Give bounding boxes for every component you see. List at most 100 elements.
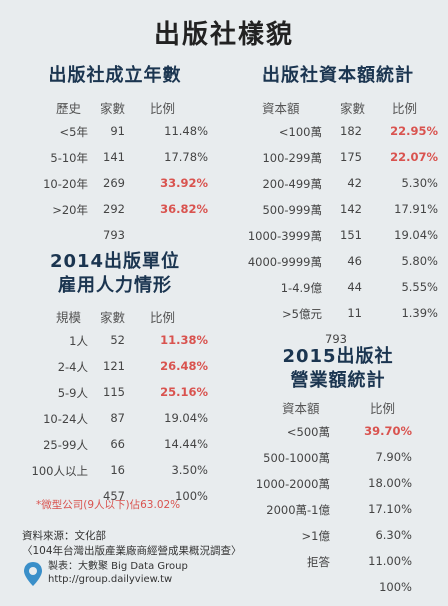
row-count: 66 [110,437,125,451]
table-row: 500-999萬 142 17.91% [232,202,442,228]
row-count: 44 [347,280,362,294]
table-row: 5-10年 141 17.78% [20,150,210,176]
table-row: 2000萬-1億 17.10% [232,502,442,528]
row-percent: 6.30% [375,528,412,542]
column-header: 家數 [100,310,126,325]
row-count: 87 [110,411,125,425]
column-header: 家數 [340,101,366,116]
row-count: 292 [103,202,125,216]
row-label: >5億元 [282,307,322,321]
row-count: 142 [340,202,362,216]
total-count: 793 [103,228,125,242]
table-row: >1億 6.30% [232,528,442,554]
row-percent: 26.48% [160,359,208,373]
row-count: 269 [103,176,125,190]
row-percent: 1.39% [401,306,438,320]
row-percent: 22.07% [390,150,438,164]
table-total-row: 793 [232,332,442,358]
section-founding-years-title: 出版社成立年數 [48,65,182,86]
section-employment-title-line2: 雇用人力情形 [58,275,172,296]
section-capital-title: 出版社資本額統計 [262,65,414,86]
row-label: 500-1000萬 [263,451,330,465]
row-percent: 17.78% [164,150,208,164]
row-percent: 36.82% [160,202,208,216]
footer-line2[interactable]: http://group.dailyview.tw [48,574,173,585]
column-header: 比例 [150,101,176,116]
column-header: 資本額 [282,401,320,416]
section-revenue-title: 2015出版社 營業額統計 [238,345,438,393]
footer-line1: 製表：大數聚 Big Data Group [48,561,188,572]
row-percent: 17.10% [368,502,412,516]
row-count: 42 [347,176,362,190]
row-label: <100萬 [278,125,322,139]
table-total-row: 793 [20,228,210,254]
row-count: 141 [103,150,125,164]
capital-table: 資本額 家數 比例 <100萬 182 22.95% 100-299萬 175 22.07% 20… [232,98,442,358]
column-header: 比例 [392,101,418,116]
row-label: 1000-3999萬 [247,229,322,243]
source-line1: 資料來源：文化部 [22,530,106,542]
row-percent: 3.50% [171,463,208,477]
table-header-row: 歷史 家數 比例 [20,98,210,124]
table-row: 4000-9999萬 46 5.80% [232,254,442,280]
row-count: 16 [110,463,125,477]
section-revenue-title-line2: 營業額統計 [290,370,386,391]
row-percent: 33.92% [160,176,208,190]
table-row: 1000-2000萬 18.00% [232,476,442,502]
row-count: 91 [110,124,125,138]
column-header: 比例 [150,310,176,325]
row-label: 500-999萬 [262,203,322,217]
micro-company-note: *微型公司(9人以下)佔63.02% [36,499,181,511]
table-row: 500-1000萬 7.90% [232,450,442,476]
table-row: 200-499萬 42 5.30% [232,176,442,202]
page-title: 出版社樣貌 [153,20,294,50]
table-row: 1-4.9億 44 5.55% [232,280,442,306]
source-line2: 〈104年台灣出版產業廠商經營成果概況調查〉 [22,545,242,557]
column-header: 資本額 [262,101,300,116]
table-row: 1000-3999萬 151 19.04% [232,228,442,254]
table-row: >5億元 11 1.39% [232,306,442,332]
row-percent: 14.44% [164,437,208,451]
section-employment-title: 2014出版單位 雇用人力情形 [20,250,210,298]
row-label: 100人以上 [31,464,88,478]
row-label: 1-4.9億 [280,281,322,295]
row-percent: 11.38% [160,333,208,347]
column-header: 比例 [370,401,396,416]
row-percent: 5.55% [401,280,438,294]
row-percent: 5.30% [401,176,438,190]
row-count: 46 [347,254,362,268]
row-label: <5年 [59,125,88,139]
row-count: 115 [103,385,125,399]
table-row: 100-299萬 175 22.07% [232,150,442,176]
table-row: <5年 91 11.48% [20,124,210,150]
row-count: 182 [340,124,362,138]
column-header: 歷史 [56,101,82,116]
total-percent: 100% [175,489,208,503]
table-row: 25-99人 66 14.44% [20,437,210,463]
row-count: 175 [340,150,362,164]
row-label: 5-9人 [57,386,88,400]
row-count: 151 [340,228,362,242]
table-row: <500萬 39.70% [232,424,442,450]
row-label: 5-10年 [50,151,88,165]
revenue-table: 資本額 比例 <500萬 39.70% 500-1000萬 7.90% 1000-2000萬… [232,398,442,606]
table-row: 2-4人 121 26.48% [20,359,210,385]
section-revenue-title-line1: 2015出版社 [282,346,394,367]
row-label: >20年 [52,203,88,217]
row-label: 10-24人 [43,412,88,426]
map-pin-logo-icon [24,562,42,586]
total-count: 793 [325,332,347,346]
row-label: 2000萬-1億 [266,503,330,517]
row-percent: 11.00% [368,554,412,568]
table-row: 拒答 11.00% [232,554,442,580]
row-label: <500萬 [286,425,330,439]
source-note: 資料來源：文化部 〈104年台灣出版產業廠商經營成果概況調查〉 [22,529,242,559]
row-percent: 7.90% [375,450,412,464]
footer-credit: 製表：大數聚 Big Data Group http://group.daily… [48,560,188,586]
row-percent: 11.48% [164,124,208,138]
table-total-row: 457 100% [20,489,210,515]
table-row: 1人 52 11.38% [20,333,210,359]
row-label: >1億 [301,529,330,543]
table-row: 10-20年 269 33.92% [20,176,210,202]
row-label: 25-99人 [43,438,88,452]
